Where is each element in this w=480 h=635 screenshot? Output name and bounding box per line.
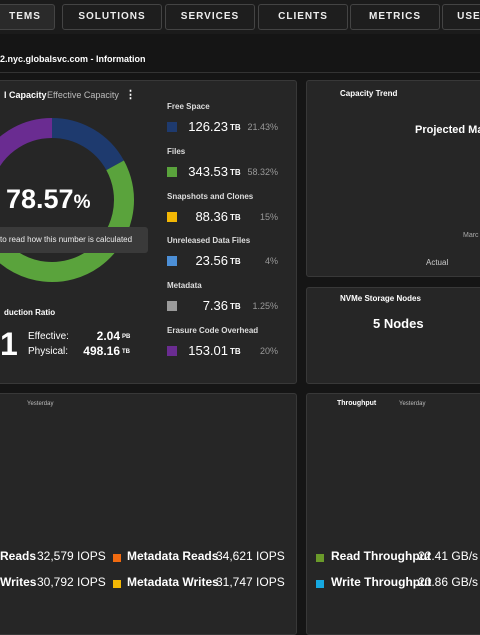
legend-name: Metadata	[167, 281, 202, 291]
nav-button[interactable]: SOLUTIONS	[62, 4, 162, 30]
period[interactable]: Yesterday	[399, 401, 426, 407]
trend-panel	[306, 80, 480, 277]
tooltip-text: to read how this number is calculated	[0, 235, 133, 244]
legend-unit: TB	[230, 123, 241, 132]
reduction-label: Physical:	[28, 346, 69, 357]
legend-name: Writes	[0, 575, 37, 589]
x-label: Marc	[463, 232, 479, 239]
reduction-unit: PB	[122, 334, 131, 340]
page-title: 2.nyc.globalsvc.com - Information	[0, 54, 146, 64]
legend-name: Free Space	[167, 102, 210, 111]
legend-value: 34,621 IOPS	[216, 549, 285, 563]
legend-unit: TB	[230, 212, 241, 222]
legend-unit: TB	[230, 257, 241, 267]
reduction-unit: TB	[122, 349, 130, 355]
legend-share: 1.25%	[252, 301, 278, 312]
legend-share: 4%	[264, 256, 278, 267]
legend-value: 7.36	[202, 298, 228, 314]
legend-value: 30,792 IOPS	[37, 575, 106, 589]
nvme-panel	[306, 287, 480, 384]
legend-value: 31,747 IOPS	[216, 575, 285, 589]
nav-button[interactable]: SERVICES	[165, 4, 255, 30]
legend-value: 126.23	[188, 119, 228, 134]
legend-label: Actual	[426, 258, 449, 267]
legend-unit: TB	[230, 167, 241, 177]
tooltip	[0, 227, 148, 253]
legend-unit: TB	[230, 302, 241, 312]
legend-value: 23.56	[195, 253, 228, 269]
legend-name: Reads	[0, 549, 37, 563]
period[interactable]: Yesterday	[27, 401, 54, 407]
nav-bar: TEMS SOLUTIONSSERVICESCLIENTSMETRICSUSER	[0, 0, 480, 34]
legend-name: Snapshots and Clones	[167, 191, 254, 201]
legend-swatch	[167, 166, 177, 177]
donut-segment	[0, 118, 53, 167]
nav-button[interactable]: TEMS	[0, 4, 55, 30]
legend-value: 22.41 GB/s	[418, 549, 479, 563]
legend-value: 153.01	[188, 343, 228, 358]
reduction-title: duction Ratio	[4, 308, 56, 317]
legend-share: 58.32%	[247, 166, 278, 177]
tab[interactable]: Effective Capacity	[47, 90, 119, 100]
legend-share: 20%	[259, 346, 278, 356]
legend-name: Unreleased Data Files	[167, 236, 251, 246]
throughput-panel	[306, 393, 480, 635]
percent-value: 78.57	[6, 184, 74, 214]
legend-value: 32,579 IOPS	[37, 549, 106, 563]
trend-chart-title: Projected Ma	[415, 124, 480, 136]
divider	[0, 72, 480, 73]
reduction-ratio: 1	[0, 326, 18, 362]
donut-segment	[0, 160, 134, 282]
legend-share: 21.43%	[247, 122, 278, 132]
legend-swatch	[316, 580, 324, 588]
legend-name: Write Throughput	[331, 575, 432, 589]
legend-name: Files	[167, 146, 186, 156]
throughput-title: Throughput	[337, 400, 377, 407]
legend-swatch	[113, 580, 121, 588]
menu-icon[interactable]: ⋮	[125, 89, 136, 101]
legend-share: 15%	[259, 211, 278, 222]
legend-name: Erasure Code Overhead	[167, 326, 259, 335]
nvme-count: 5 Nodes	[373, 316, 424, 331]
donut-segment	[51, 118, 124, 171]
iops-panel	[0, 393, 297, 635]
legend-swatch	[167, 256, 177, 267]
reduction-label: Effective:	[28, 331, 69, 342]
legend-value: 88.36	[195, 208, 228, 224]
legend-value: 20.86 GB/s	[418, 575, 479, 589]
legend-swatch	[167, 346, 177, 356]
legend-name: Metadata Reads	[127, 549, 219, 563]
nav-button[interactable]: METRICS	[350, 4, 440, 30]
legend-unit: TB	[230, 347, 241, 356]
nav-button[interactable]: CLIENTS	[258, 4, 348, 30]
legend-swatch	[113, 554, 121, 562]
reduction-value: 498.16	[83, 344, 120, 358]
nav-button[interactable]: USER	[442, 4, 480, 30]
legend-value: 343.53	[188, 163, 228, 179]
legend-swatch	[167, 122, 177, 132]
legend-name: Metadata Writes	[127, 575, 219, 589]
tab[interactable]: l Capacity	[4, 90, 47, 100]
percent-unit: %	[73, 192, 91, 213]
trend-title: Capacity Trend	[340, 89, 398, 98]
reduction-value: 2.04	[96, 329, 120, 343]
capacity-percent: 78.57%	[6, 184, 90, 215]
legend-swatch	[167, 301, 177, 312]
legend-name: Read Throughput	[331, 549, 431, 563]
legend-swatch	[316, 554, 324, 562]
nvme-title: NVMe Storage Nodes	[340, 294, 421, 303]
legend-swatch	[167, 211, 177, 222]
